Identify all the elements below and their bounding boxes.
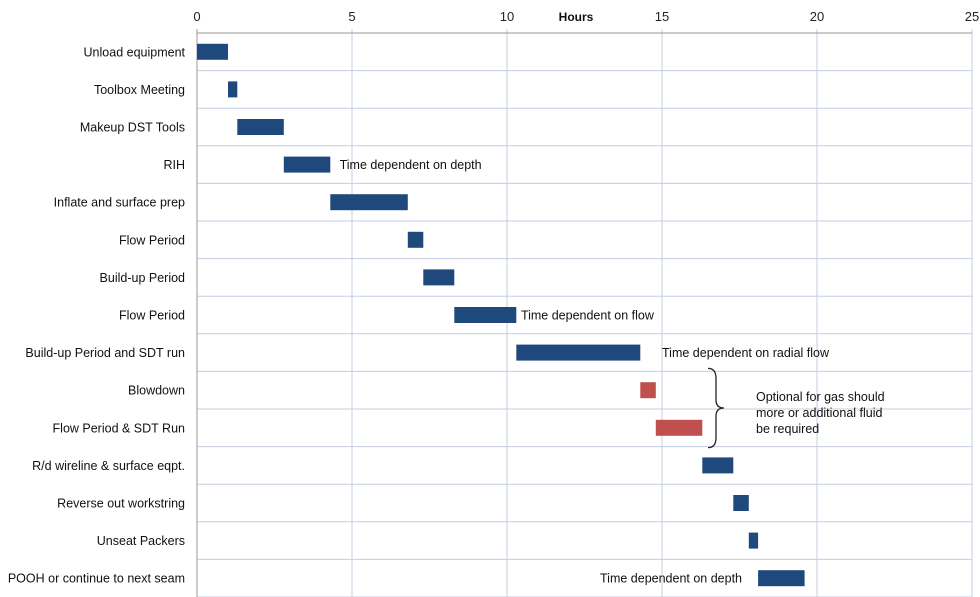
note-line: more or additional fluid [756,406,883,420]
task-bar [197,43,228,60]
x-tick-label: 10 [500,9,514,24]
category-label: Blowdown [128,384,185,398]
category-label: Flow Period [119,233,185,247]
x-tick-label: 5 [348,9,355,24]
task-bar [748,532,759,549]
task-bar [454,307,517,323]
category-label: Build-up Period and SDT run [25,346,185,360]
axis-layer: Hours 0 5 10 15 20 25 [193,9,979,34]
task-bar [758,570,805,587]
category-label: Makeup DST Tools [80,121,185,135]
category-label: Flow Period [119,309,185,323]
task-bar [516,344,641,361]
note-line: Optional for gas should [756,390,885,404]
category-label: Unseat Packers [97,534,185,548]
annotation: Time dependent on depth [600,572,742,586]
task-bar [423,269,455,286]
category-label: Inflate and surface prep [54,196,185,210]
x-tick-label: 25 [965,9,979,24]
x-tick-label: 0 [193,9,200,24]
category-label: Build-up Period [100,271,186,285]
x-tick-label: 15 [655,9,669,24]
category-label: Reverse out workstring [57,497,185,511]
category-label: Toolbox Meeting [94,83,185,97]
task-bar [733,495,749,511]
annotation: Time dependent on flow [521,309,655,323]
optional-group-note: Optional for gas should more or addition… [707,367,885,449]
x-tick-label: 20 [810,9,824,24]
annotation: Time dependent on depth [340,158,482,172]
task-bar [237,119,284,135]
category-label: Unload equipment [84,45,186,59]
curly-brace [707,367,725,449]
optional-task-bar [640,382,656,399]
optional-task-bar [655,419,703,436]
category-label: Flow Period & SDT Run [53,421,186,435]
task-bar [407,231,424,248]
task-bar [228,81,238,98]
category-label: RIH [163,158,185,172]
category-label: R/d wireline & surface eqpt. [32,459,185,473]
category-label: POOH or continue to next seam [8,572,185,586]
x-axis-title: Hours [559,10,594,24]
task-bar [330,194,408,211]
annotation: Time dependent on radial flow [662,346,830,360]
note-line: be required [756,422,819,436]
bars [197,43,805,587]
annotations: Time dependent on depth Time dependent on… [340,158,830,586]
task-bar [702,457,734,474]
task-bar [283,156,331,173]
category-labels: Unload equipment Toolbox Meeting Makeup DS… [8,45,186,585]
